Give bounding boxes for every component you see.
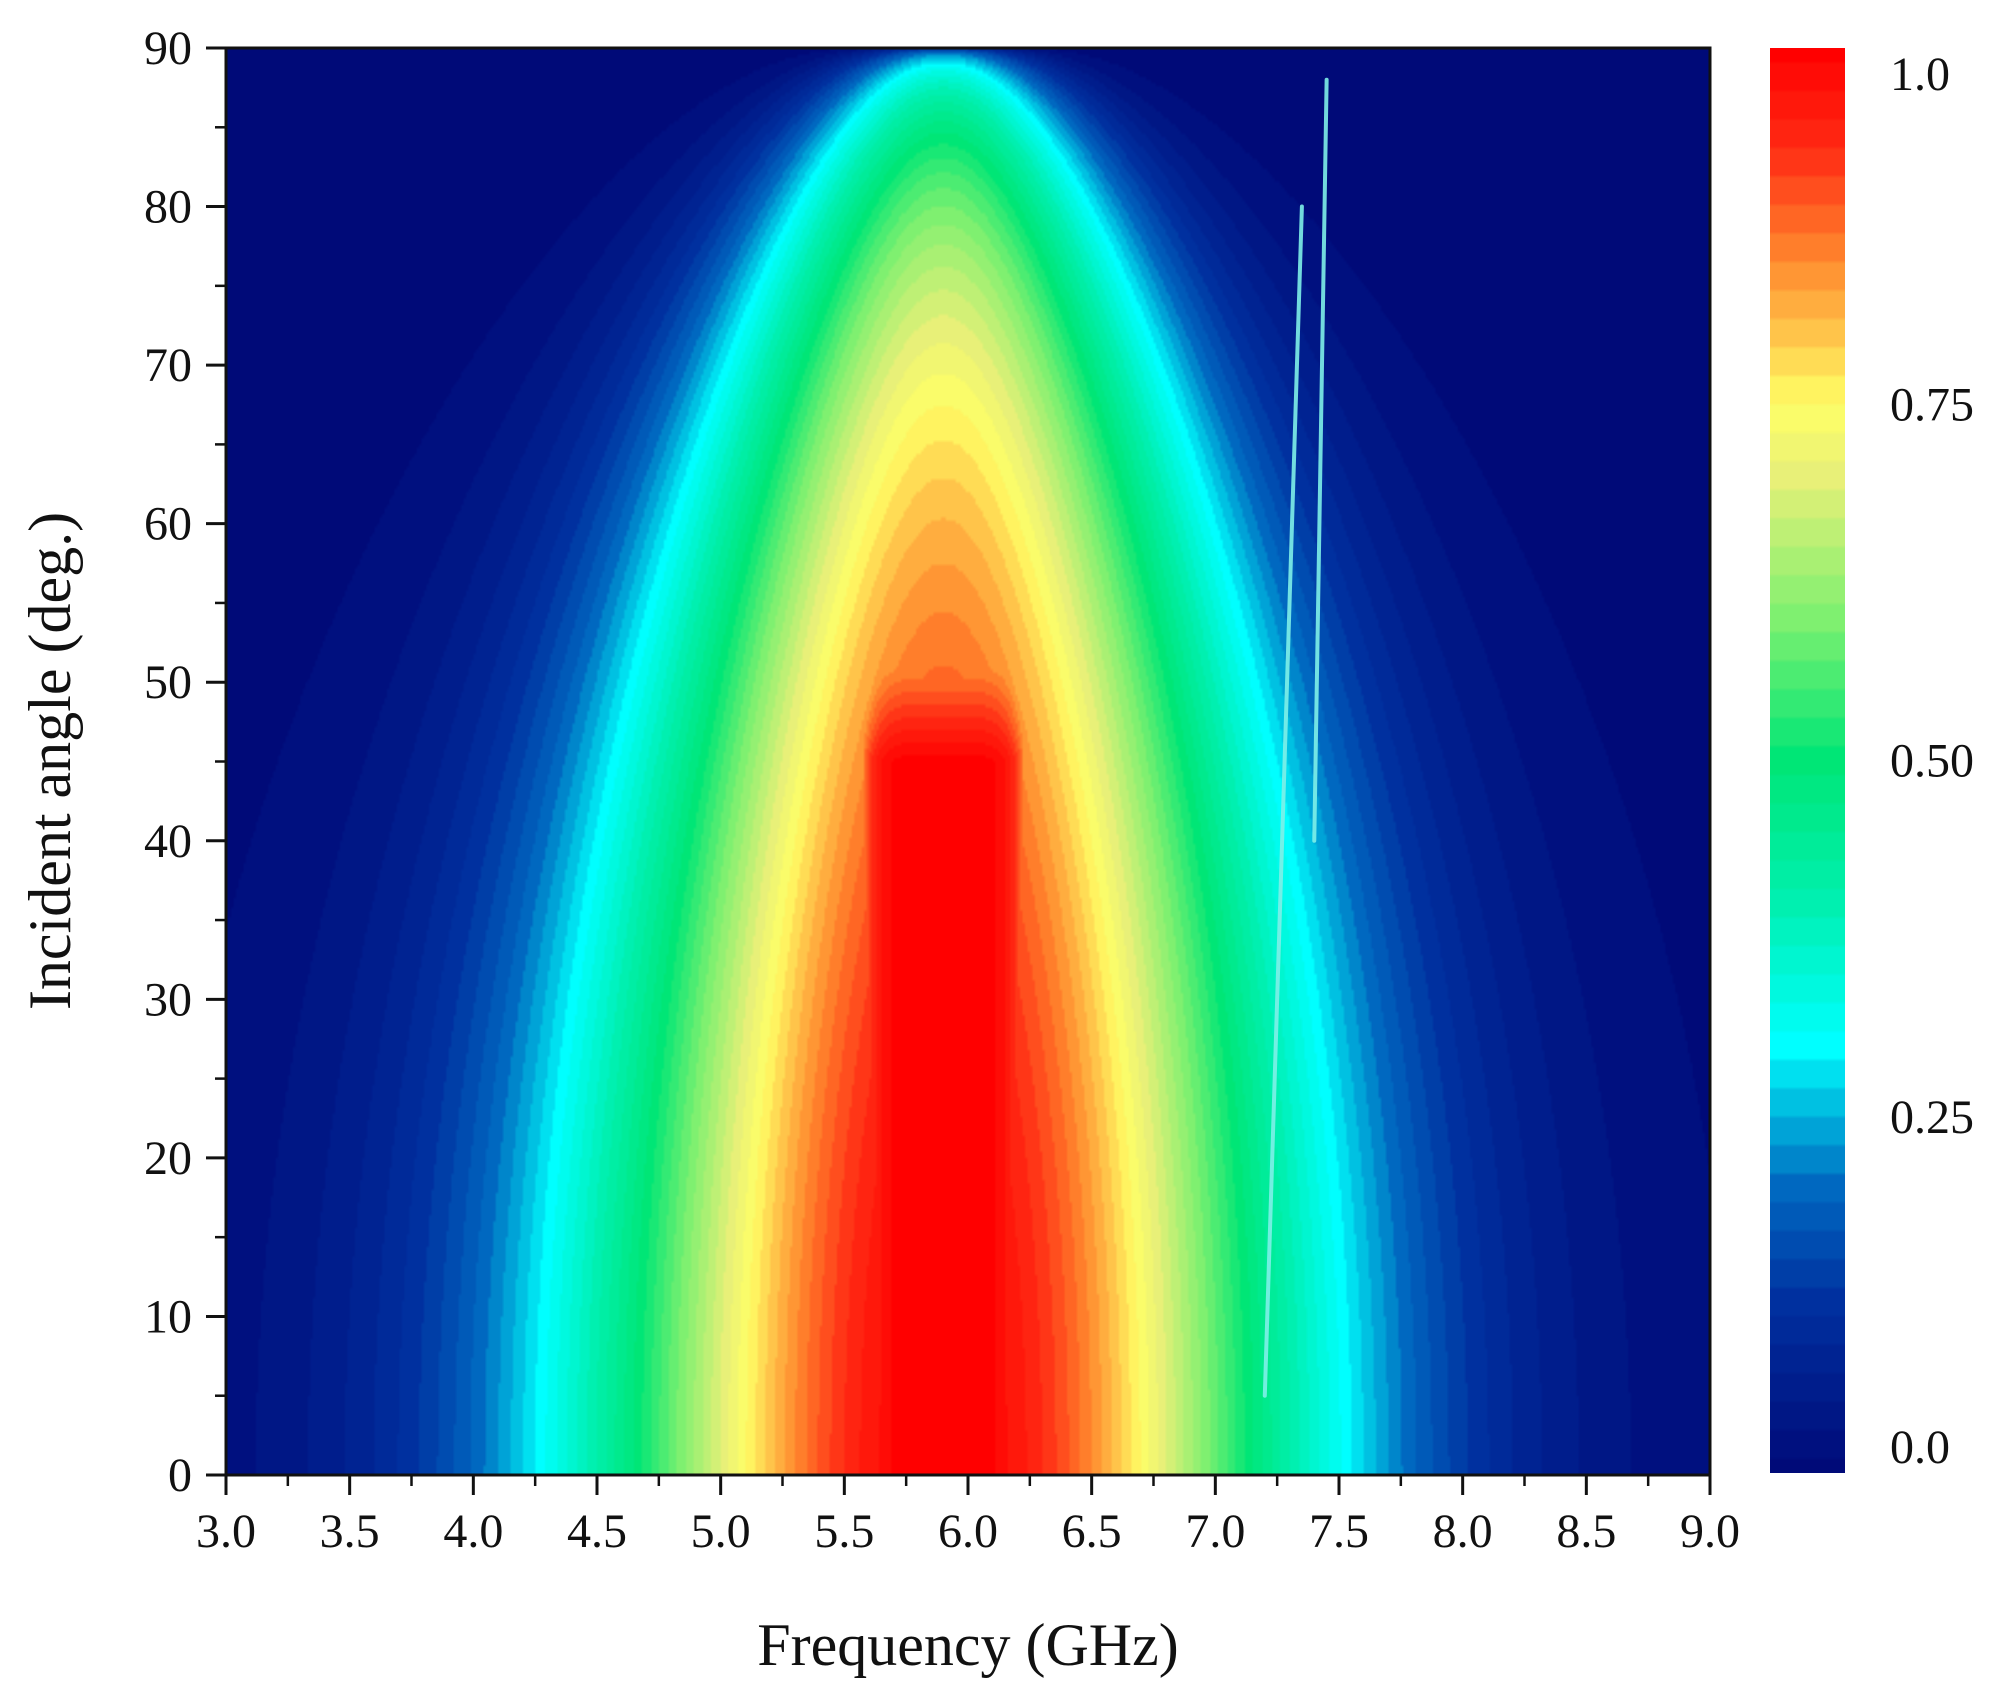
x-tick-label: 9.0: [1680, 1505, 1740, 1558]
resonance-lines: [1262, 77, 1329, 1398]
heatmap-image: [226, 48, 1710, 1475]
x-tick-label: 8.5: [1556, 1505, 1616, 1558]
y-axis: 0 10 20 30 40 50 60 70 80 90: [144, 22, 226, 1502]
x-tick-label: 7.5: [1309, 1505, 1369, 1558]
colorbar-image: [1770, 48, 1845, 1473]
x-tick-label: 6.5: [1062, 1505, 1122, 1558]
x-tick-label: 7.0: [1185, 1505, 1245, 1558]
y-tick-label: 10: [144, 1290, 192, 1343]
y-axis-title: Incident angle (deg.): [17, 512, 83, 1010]
y-tick-label: 90: [144, 22, 192, 75]
x-tick-label: 4.0: [443, 1505, 503, 1558]
colorbar-tick-label: 0.0: [1890, 1421, 1950, 1474]
resonance-line-2: [1312, 77, 1329, 843]
y-tick-label: 20: [144, 1132, 192, 1185]
y-tick-label: 30: [144, 973, 192, 1026]
colorbar-ticks: 0.0 0.25 0.50 0.75 1.0: [1890, 48, 1974, 1474]
y-tick-label: 50: [144, 656, 192, 709]
colorbar: 0.0 0.25 0.50 0.75 1.0: [1770, 48, 1974, 1474]
colorbar-tick-label: 1.0: [1890, 48, 1950, 101]
x-tick-label: 3.5: [320, 1505, 380, 1558]
resonance-line-1: [1262, 204, 1304, 1398]
x-tick-label: 5.0: [691, 1505, 751, 1558]
x-axis: 3.0 3.5 4.0 4.5 5.0 5.5 6.0 6.5 7.0 7.5 8.0 8.5 9.0: [196, 1475, 1740, 1558]
y-tick-label: 40: [144, 815, 192, 868]
x-tick-label: 4.5: [567, 1505, 627, 1558]
x-tick-label: 3.0: [196, 1505, 256, 1558]
y-tick-label: 80: [144, 181, 192, 234]
y-tick-label: 60: [144, 498, 192, 551]
x-axis-title: Frequency (GHz): [757, 1612, 1179, 1678]
colorbar-tick-label: 0.75: [1890, 378, 1974, 431]
colorbar-tick-label: 0.50: [1890, 735, 1974, 788]
y-tick-label: 0: [168, 1449, 192, 1502]
colorbar-tick-label: 0.25: [1890, 1091, 1974, 1144]
x-tick-label: 6.0: [938, 1505, 998, 1558]
heatmap-plot: [224, 46, 1712, 1477]
x-tick-label: 5.5: [814, 1505, 874, 1558]
y-tick-label: 70: [144, 339, 192, 392]
x-tick-label: 8.0: [1433, 1505, 1493, 1558]
